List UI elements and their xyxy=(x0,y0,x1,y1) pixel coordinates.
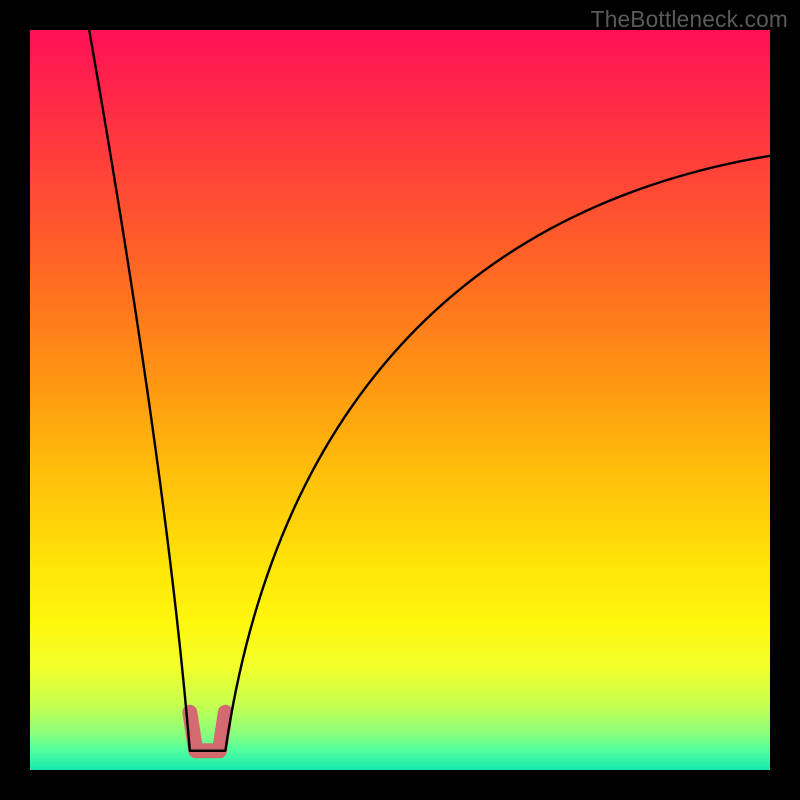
stage: TheBottleneck.com xyxy=(0,0,800,800)
plot-frame xyxy=(30,30,770,770)
watermark-text: TheBottleneck.com xyxy=(591,6,788,33)
bottleneck-curve-chart xyxy=(30,30,770,770)
